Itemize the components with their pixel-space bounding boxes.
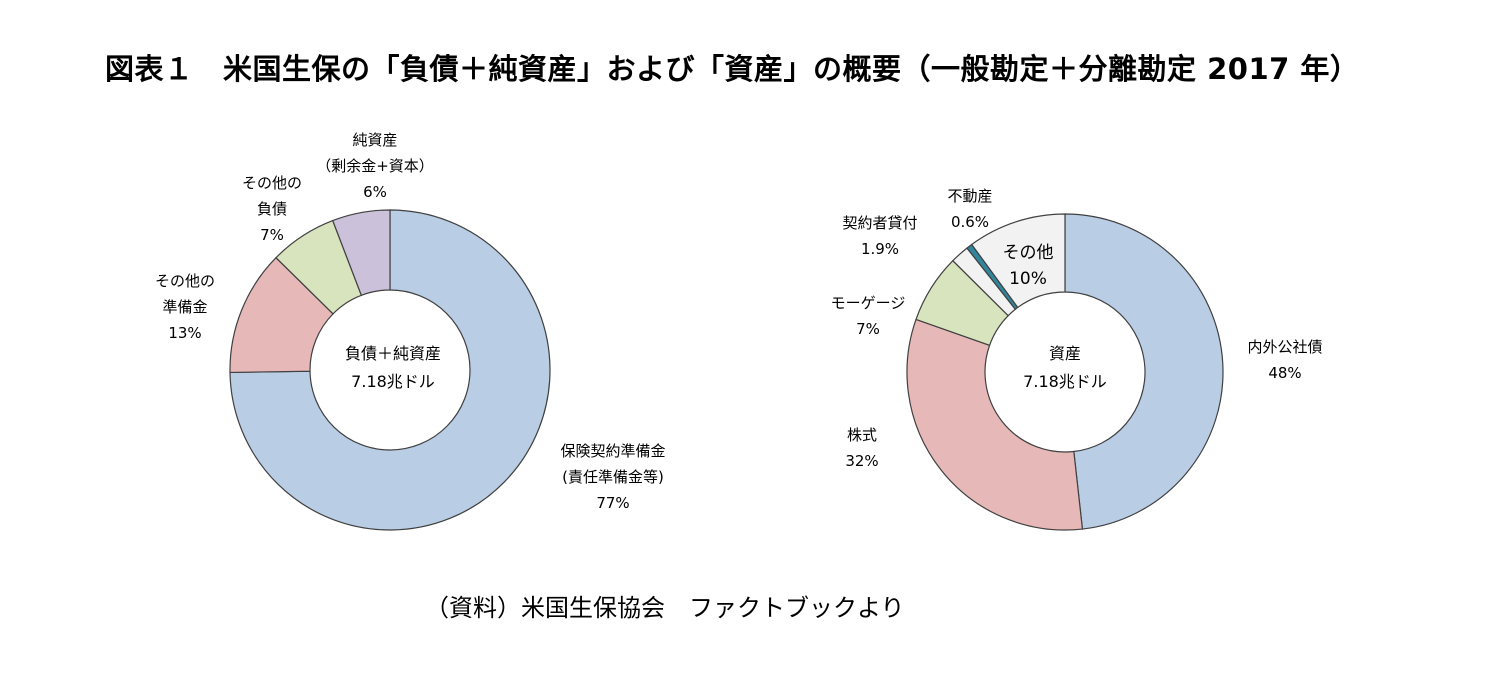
source-note: （資料）米国生保協会 ファクトブックより <box>425 594 905 622</box>
assets-slice-5 <box>970 213 1066 309</box>
slice-label-reserves: 保険契約準備金 (責任準備金等) 77% <box>560 442 666 512</box>
slice-label-bonds: 内外公社債 48% <box>1247 338 1323 382</box>
center-label-assets: 資産 7.18兆ドル <box>1023 344 1107 391</box>
slice-label-other-liabilities: その他の 負債 7% <box>241 174 302 244</box>
slice-label-mortgage: モーゲージ 7% <box>830 294 906 338</box>
slice-label-net-assets: 純資産 （剰余金+資本） 6% <box>316 131 434 201</box>
slice-label-policy-loans: 契約者貸付 1.9% <box>842 214 918 258</box>
assets-slice-0 <box>1064 213 1224 530</box>
slice-label-other-reserves: その他の 準備金 13% <box>154 272 215 342</box>
slice-label-real-estate: 不動産 0.6% <box>947 187 993 231</box>
assets-slice-1 <box>906 318 1084 531</box>
donut-chart-assets <box>906 213 1224 531</box>
donut-chart-liabilities <box>229 209 551 531</box>
chart-title: 図表１ 米国生保の「負債＋純資産」および「資産」の概要（一般勘定＋分離勘定 20… <box>105 52 1360 86</box>
slice-label-other-assets: その他 10% <box>1002 243 1054 289</box>
liabilities-slice-0 <box>229 209 551 531</box>
center-label-liabilities: 負債＋純資産 7.18兆ドル <box>344 344 441 391</box>
liabilities-slice-3 <box>331 209 391 297</box>
slice-label-stocks: 株式 32% <box>845 426 879 470</box>
